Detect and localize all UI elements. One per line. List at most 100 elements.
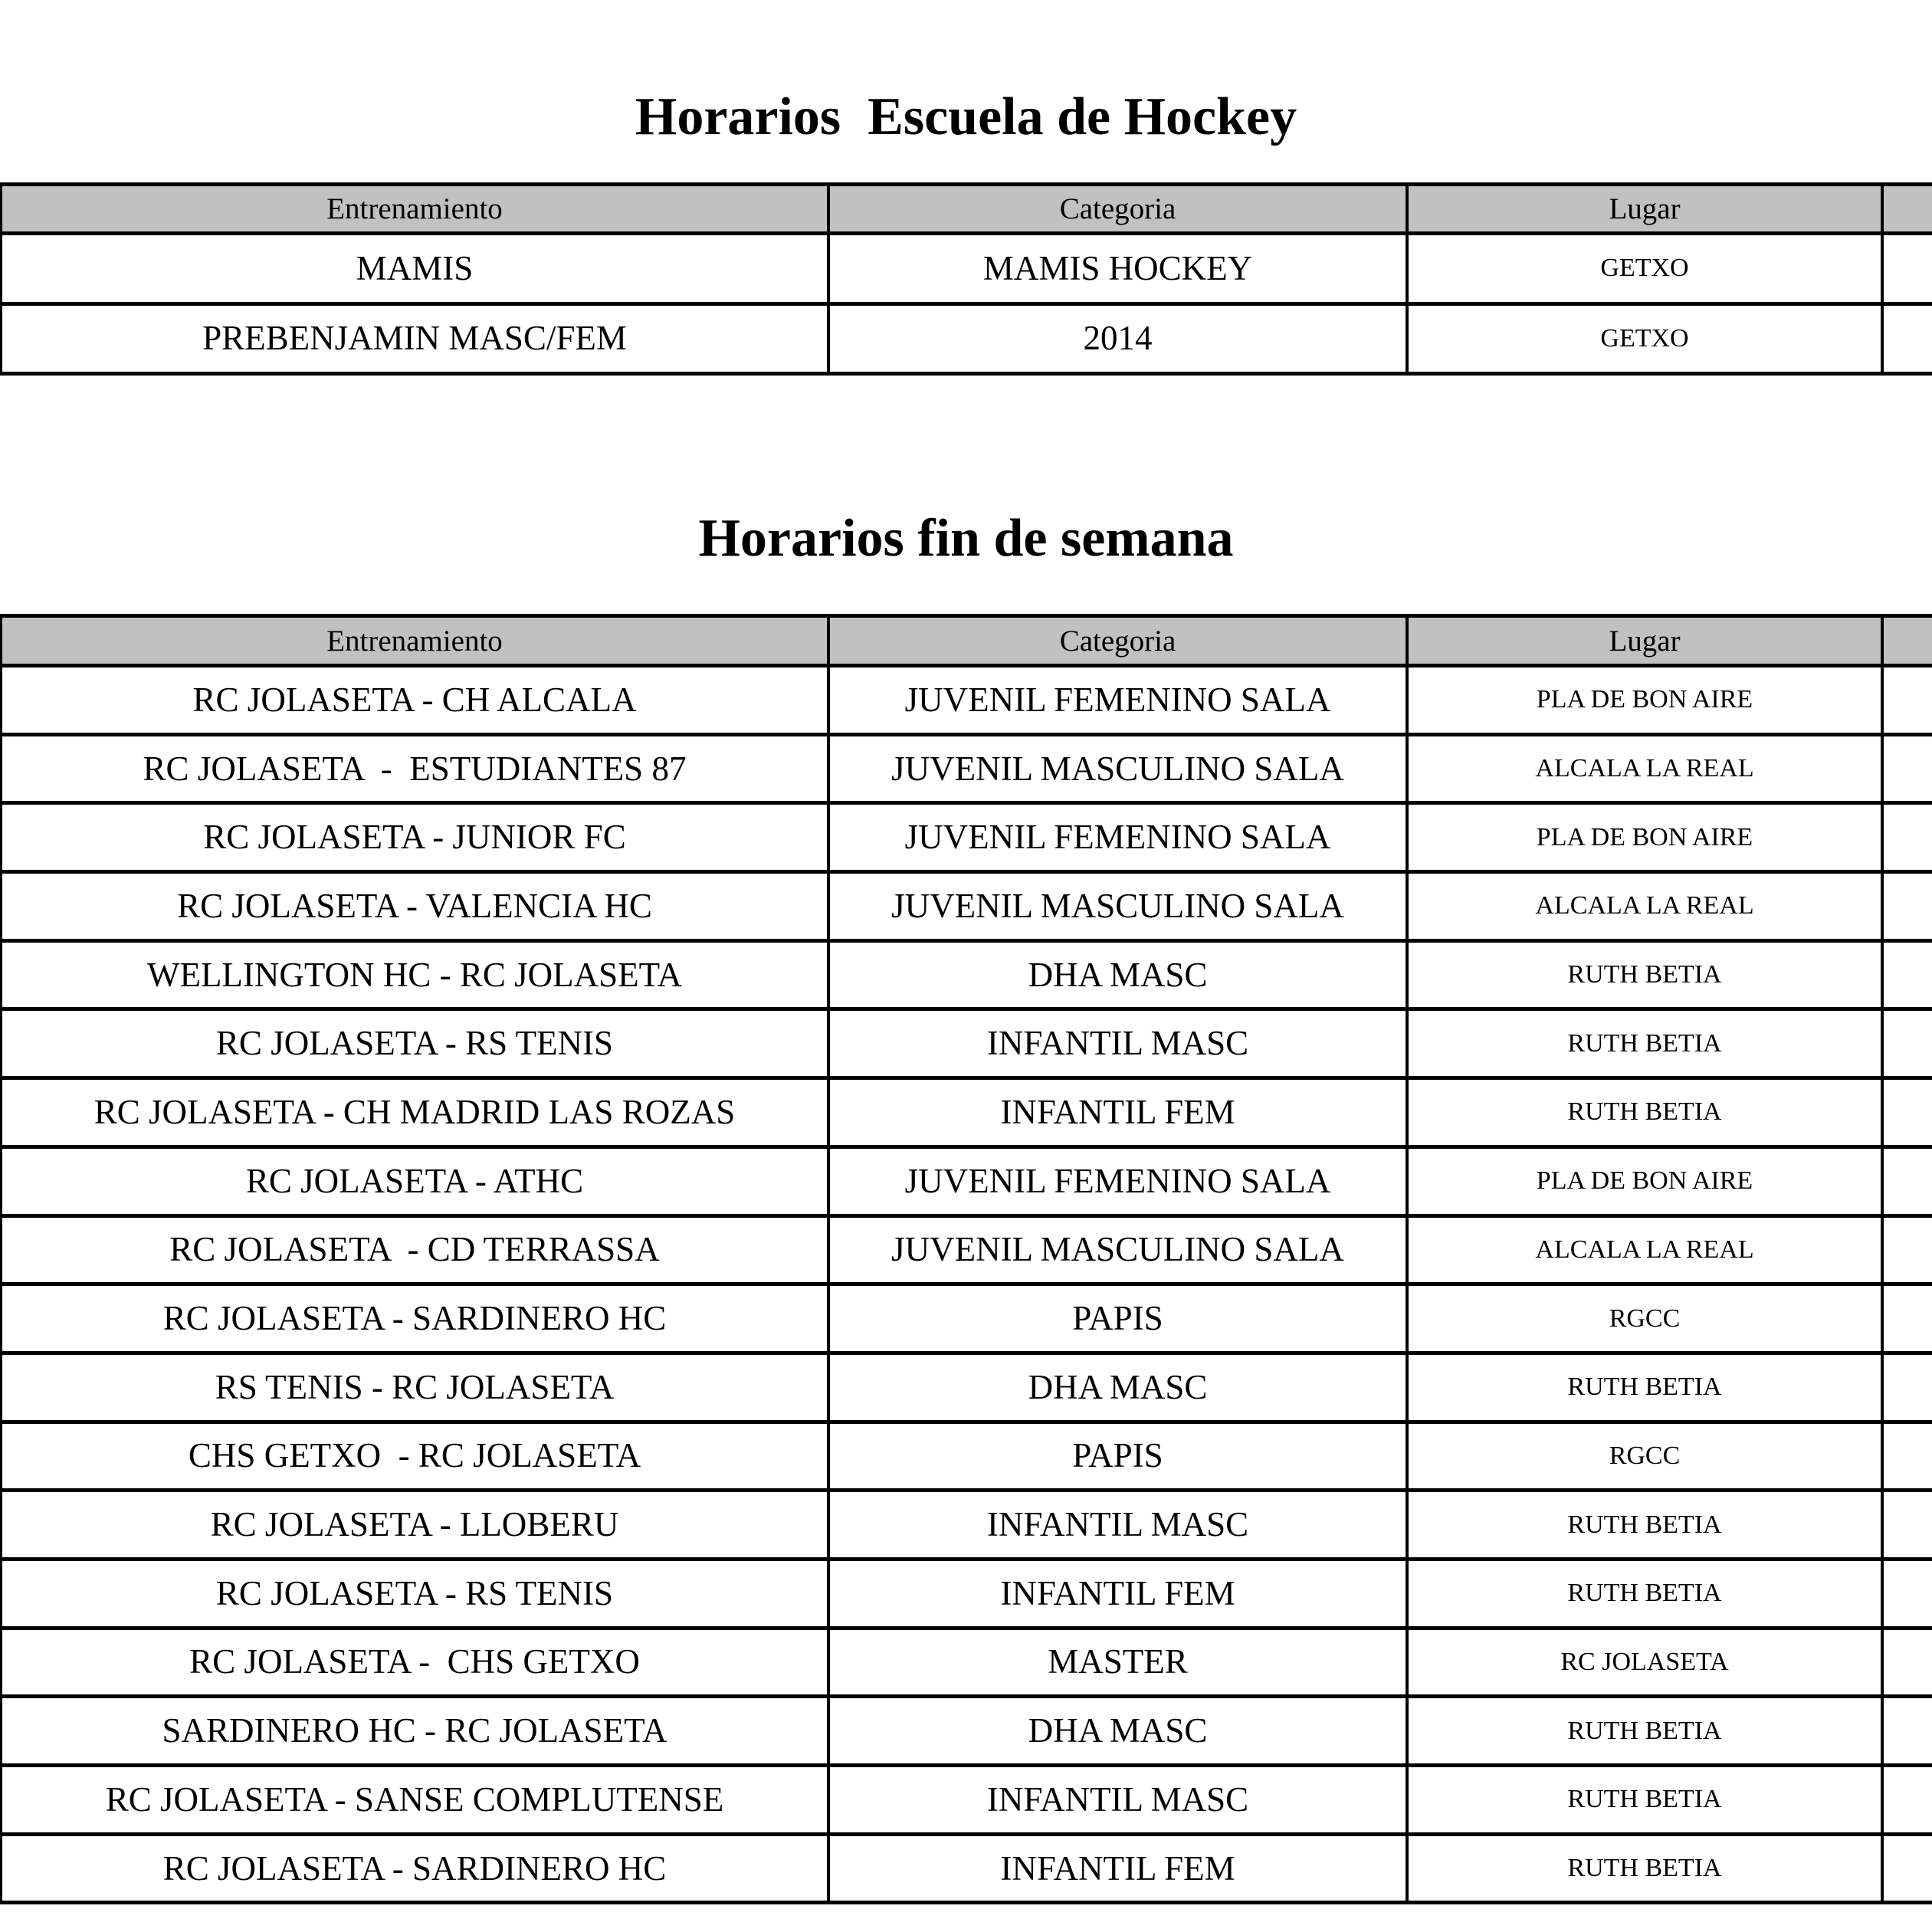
- entrenamiento-cell: RC JOLASETA - RS TENIS: [2, 1560, 830, 1626]
- extra-cell: [1884, 1286, 1932, 1351]
- entrenamiento-cell: SARDINERO HC - RC JOLASETA: [2, 1698, 830, 1763]
- column-header: Lugar: [1409, 618, 1884, 664]
- lugar-cell: PLA DE BON AIRE: [1409, 805, 1884, 871]
- table-row: RC JOLASETA - CD TERRASSA JUVENIL MASCULI…: [0, 1217, 1932, 1287]
- categoria-cell: JUVENIL MASCULINO SALA: [830, 874, 1409, 939]
- lugar-cell: RUTH BETIA: [1409, 1767, 1884, 1832]
- categoria-cell: DHA MASC: [830, 1354, 1409, 1420]
- table-row: CHS GETXO - RC JOLASETA PAPIS RGCC: [0, 1423, 1932, 1493]
- table-row: RC JOLASETA - RS TENIS INFANTIL FEM RUTH B…: [0, 1560, 1932, 1630]
- entrenamiento-cell: RC JOLASETA - SANSE COMPLUTENSE: [2, 1767, 830, 1832]
- table-row: RC JOLASETA - SARDINERO HC PAPIS RGCC: [0, 1286, 1932, 1355]
- table-row: RC JOLASETA - LLOBERU INFANTIL MASC RUTH B…: [0, 1492, 1932, 1561]
- entrenamiento-cell: RC JOLASETA - SARDINERO HC: [2, 1286, 830, 1351]
- table-row: RC JOLASETA - SARDINERO HC INFANTIL FEM RU…: [0, 1835, 1932, 1905]
- extra-cell: [1884, 1767, 1932, 1832]
- column-header: Categoria: [830, 186, 1409, 231]
- table-row: RC JOLASETA - ESTUDIANTES 87 JUVENIL MASC…: [0, 736, 1932, 805]
- entrenamiento-cell: RC JOLASETA - JUNIOR FC: [2, 805, 830, 871]
- categoria-cell: INFANTIL MASC: [830, 1767, 1409, 1832]
- fin-de-semana-table: Entrenamiento Categoria Lugar RC JOLASETA -…: [0, 614, 1932, 1905]
- lugar-cell: PLA DE BON AIRE: [1409, 668, 1884, 733]
- entrenamiento-cell: RS TENIS - RC JOLASETA: [2, 1354, 830, 1420]
- lugar-cell: RUTH BETIA: [1409, 1011, 1884, 1077]
- lugar-cell: RUTH BETIA: [1409, 1492, 1884, 1557]
- extra-cell: [1884, 874, 1932, 939]
- categoria-cell: JUVENIL FEMENINO SALA: [830, 805, 1409, 871]
- entrenamiento-cell: RC JOLASETA - CD TERRASSA: [2, 1217, 830, 1283]
- header-row: Entrenamiento Categoria Lugar: [0, 618, 1932, 668]
- entrenamiento-cell: RC JOLASETA - CHS GETXO: [2, 1629, 830, 1695]
- categoria-cell: JUVENIL FEMENINO SALA: [830, 668, 1409, 733]
- lugar-cell: RUTH BETIA: [1409, 1080, 1884, 1145]
- entrenamiento-cell: CHS GETXO - RC JOLASETA: [2, 1423, 830, 1489]
- entrenamiento-cell: RC JOLASETA - CH ALCALA: [2, 668, 830, 733]
- table-row: RC JOLASETA - SANSE COMPLUTENSE INFANTIL …: [0, 1767, 1932, 1836]
- categoria-cell: INFANTIL MASC: [830, 1492, 1409, 1557]
- column-header: [1884, 186, 1932, 231]
- extra-cell: [1884, 1836, 1932, 1901]
- categoria-cell: JUVENIL MASCULINO SALA: [830, 1217, 1409, 1283]
- categoria-cell: PAPIS: [830, 1423, 1409, 1489]
- table-row: RC JOLASETA - ATHC JUVENIL FEMENINO SALA P…: [0, 1148, 1932, 1218]
- escuela-hockey-table: Entrenamiento Categoria Lugar MAMIS MAMIS HO…: [0, 182, 1932, 376]
- lugar-cell: RUTH BETIA: [1409, 1835, 1884, 1901]
- entrenamiento-cell: RC JOLASETA - SARDINERO HC: [2, 1835, 830, 1901]
- extra-cell: [1884, 668, 1932, 733]
- column-header: Categoria: [830, 618, 1409, 664]
- categoria-cell: INFANTIL MASC: [830, 1011, 1409, 1077]
- extra-cell: [1884, 1355, 1932, 1420]
- categoria-cell: DHA MASC: [830, 1698, 1409, 1763]
- extra-cell: [1884, 1149, 1932, 1214]
- categoria-cell: PAPIS: [830, 1286, 1409, 1351]
- column-header: [1884, 618, 1932, 664]
- column-header: Entrenamiento: [2, 618, 830, 664]
- table-row: RC JOLASETA - VALENCIA HC JUVENIL MASCULI…: [0, 874, 1932, 943]
- entrenamiento-cell: WELLINGTON HC - RC JOLASETA: [2, 942, 830, 1008]
- extra-cell: [1884, 1492, 1932, 1557]
- entrenamiento-cell: RC JOLASETA - VALENCIA HC: [2, 874, 830, 939]
- table2-title: Horarios fin de semana: [698, 509, 1234, 568]
- extra-cell: [1884, 1011, 1932, 1076]
- extra-cell: [1884, 1630, 1932, 1695]
- lugar-cell: RUTH BETIA: [1409, 942, 1884, 1008]
- column-header: Entrenamiento: [2, 186, 830, 231]
- extra-cell: [1884, 1080, 1932, 1145]
- table-row: RC JOLASETA - RS TENIS INFANTIL MASC RUTH …: [0, 1011, 1932, 1081]
- lugar-cell: RUTH BETIA: [1409, 1698, 1884, 1763]
- entrenamiento-cell: RC JOLASETA - ESTUDIANTES 87: [2, 736, 830, 802]
- lugar-cell: RUTH BETIA: [1409, 1354, 1884, 1420]
- table-row: SARDINERO HC - RC JOLASETA DHA MASC RUTH B…: [0, 1698, 1932, 1767]
- categoria-cell: INFANTIL FEM: [830, 1080, 1409, 1145]
- lugar-cell: GETXO: [1409, 235, 1884, 302]
- table-row: MAMIS MAMIS HOCKEY GETXO: [0, 235, 1932, 306]
- categoria-cell: DHA MASC: [830, 942, 1409, 1008]
- extra-cell: [1884, 805, 1932, 870]
- entrenamiento-cell: RC JOLASETA - RS TENIS: [2, 1011, 830, 1077]
- lugar-cell: RUTH BETIA: [1409, 1560, 1884, 1626]
- entrenamiento-cell: RC JOLASETA - CH MADRID LAS ROZAS: [2, 1080, 830, 1145]
- table-row: RC JOLASETA - CHS GETXO MASTER RC JOLASETA: [0, 1629, 1932, 1699]
- table-row: WELLINGTON HC - RC JOLASETA DHA MASC RUTH …: [0, 942, 1932, 1012]
- table-row: RC JOLASETA - CH MADRID LAS ROZAS INFANTI…: [0, 1080, 1932, 1149]
- header-row: Entrenamiento Categoria Lugar: [0, 186, 1932, 235]
- entrenamiento-cell: MAMIS: [2, 235, 830, 302]
- extra-cell: [1884, 736, 1932, 802]
- extra-cell: [1884, 306, 1932, 372]
- column-header: Lugar: [1409, 186, 1884, 231]
- entrenamiento-cell: PREBENJAMIN MASC/FEM: [2, 305, 830, 372]
- categoria-cell: INFANTIL FEM: [830, 1560, 1409, 1626]
- extra-cell: [1884, 1561, 1932, 1626]
- categoria-cell: JUVENIL FEMENINO SALA: [830, 1148, 1409, 1214]
- entrenamiento-cell: RC JOLASETA - ATHC: [2, 1148, 830, 1214]
- table-row: PREBENJAMIN MASC/FEM 2014 GETXO: [0, 305, 1932, 376]
- categoria-cell: 2014: [830, 305, 1409, 372]
- table-row: RC JOLASETA - CH ALCALA JUVENIL FEMENINO …: [0, 668, 1932, 736]
- entrenamiento-cell: RC JOLASETA - LLOBERU: [2, 1492, 830, 1557]
- lugar-cell: RGCC: [1409, 1286, 1884, 1351]
- extra-cell: [1884, 1698, 1932, 1763]
- categoria-cell: MAMIS HOCKEY: [830, 235, 1409, 302]
- lugar-cell: RGCC: [1409, 1423, 1884, 1489]
- categoria-cell: MASTER: [830, 1629, 1409, 1695]
